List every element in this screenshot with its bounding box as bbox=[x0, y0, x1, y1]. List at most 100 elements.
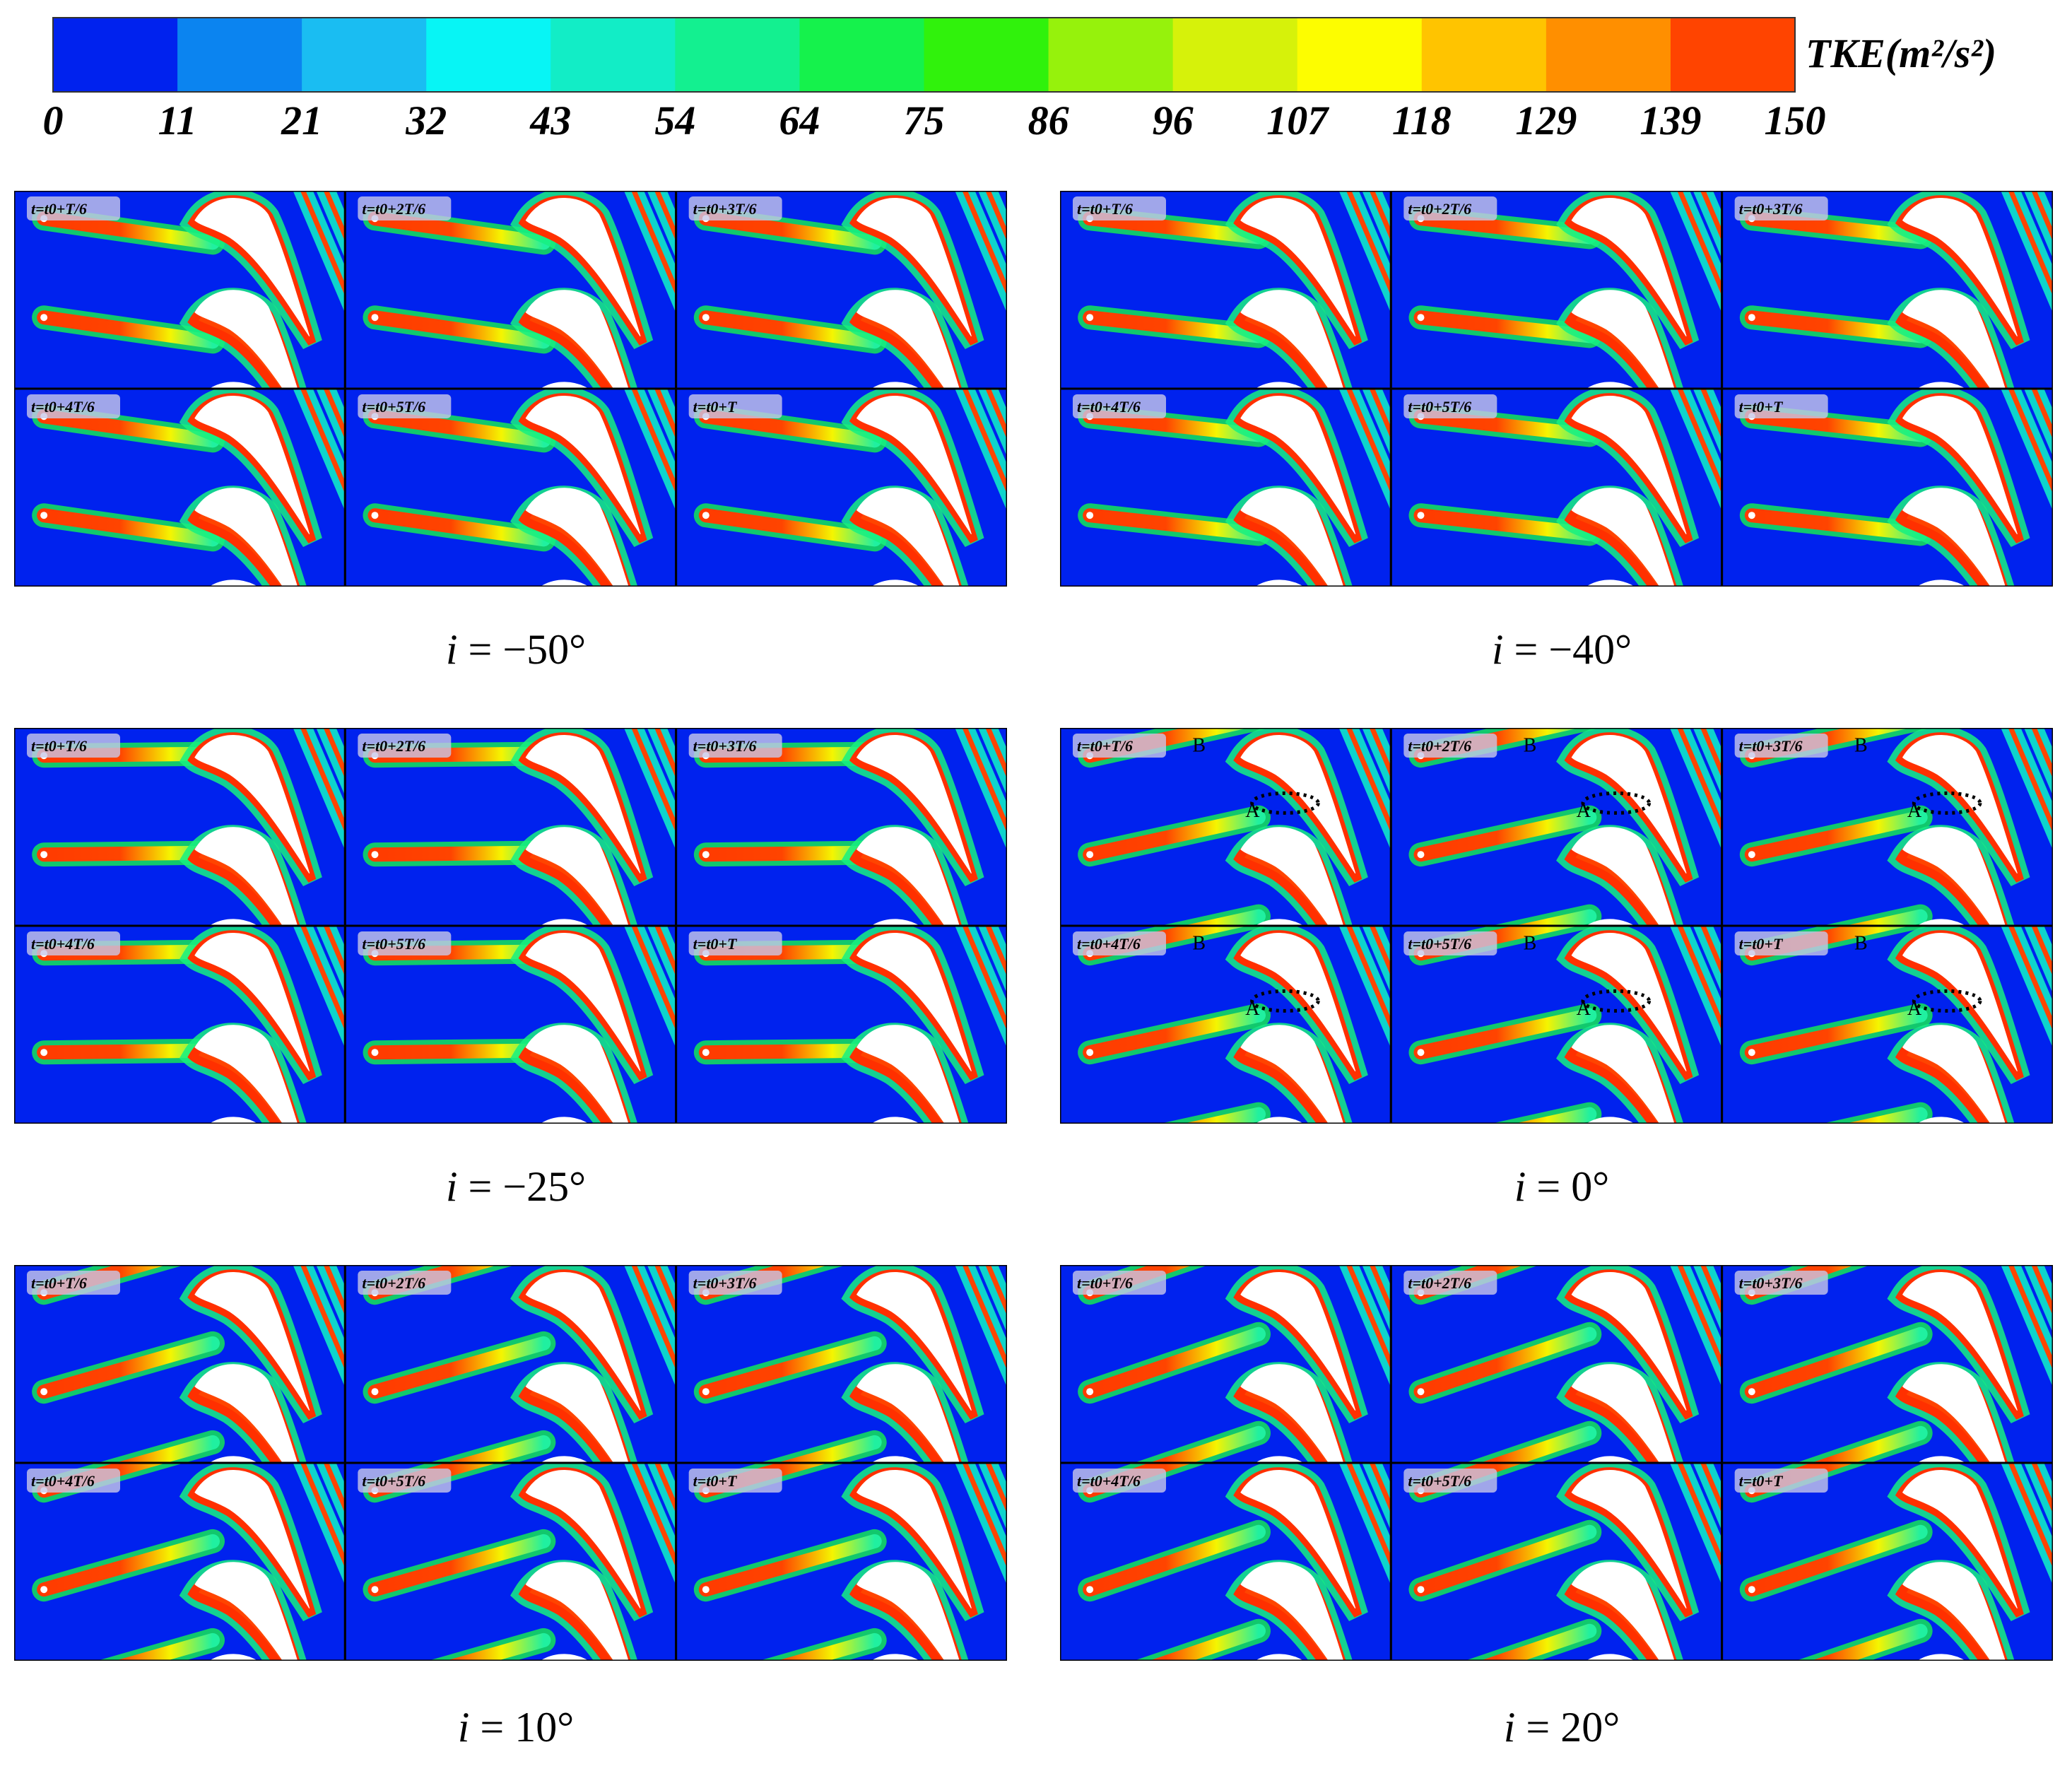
frame-label: t=t0+5T/6 bbox=[1408, 1472, 1471, 1490]
blade-profile bbox=[540, 919, 589, 926]
wake-core bbox=[1744, 1326, 1928, 1399]
blade-profile bbox=[1240, 1562, 1344, 1661]
blade-profile bbox=[1571, 1025, 1675, 1124]
caption-minus-25: i = −25° bbox=[445, 1163, 587, 1210]
frame-label-box bbox=[1403, 1271, 1497, 1295]
colorbar-tick-label: 118 bbox=[1392, 98, 1452, 141]
blade-profile bbox=[856, 198, 972, 336]
wake-origin bbox=[371, 851, 379, 859]
wake-origin bbox=[40, 851, 48, 859]
blade-profile bbox=[871, 579, 920, 587]
frame-label-box bbox=[1403, 931, 1497, 955]
frame-label: t=t0+3T/6 bbox=[693, 737, 757, 755]
blade-profile bbox=[209, 1117, 258, 1124]
colorbar-tick-label: 32 bbox=[405, 98, 447, 141]
wake-origin bbox=[40, 512, 48, 519]
blade-profile bbox=[209, 919, 258, 926]
frame-label: t=t0+4T/6 bbox=[1077, 935, 1141, 953]
wake-core bbox=[1744, 310, 1928, 343]
colorbar-swatch bbox=[1048, 18, 1174, 92]
blade-profile bbox=[194, 396, 310, 534]
wake-core bbox=[1083, 409, 1266, 442]
frame-label: t=t0+T bbox=[1739, 935, 1784, 953]
frame-label: t=t0+2T/6 bbox=[1408, 1274, 1471, 1292]
caption-minus-50: i = −50° bbox=[445, 626, 587, 673]
wake-core bbox=[1744, 810, 1928, 862]
contour-panel: t=t0+2T/6 bbox=[343, 726, 678, 927]
blade-profile bbox=[1902, 933, 2018, 1071]
blade-profile bbox=[194, 488, 298, 587]
blade-profile bbox=[1240, 735, 1356, 873]
blade-profile bbox=[1902, 1272, 2018, 1411]
frame-label-box bbox=[27, 734, 120, 758]
wake-core bbox=[1744, 1524, 1928, 1597]
blade-profile bbox=[194, 1272, 310, 1411]
blade-profile bbox=[1255, 579, 1304, 587]
wake-core bbox=[37, 211, 220, 250]
blade-profile bbox=[871, 1117, 920, 1124]
contour-panel: t=t0+5T/6 bbox=[1389, 387, 1724, 588]
colorbar-frame bbox=[52, 17, 1796, 93]
frame-label-box bbox=[27, 1271, 120, 1295]
colorbar-tick-label: 64 bbox=[779, 98, 820, 141]
blade-profile bbox=[540, 1456, 589, 1463]
wake-origin bbox=[1748, 314, 1755, 322]
wake-core bbox=[367, 1336, 551, 1399]
contour-panel: A Bt=t0+5T/6 bbox=[1389, 924, 1724, 1125]
frame-label: t=t0+4T/6 bbox=[1077, 398, 1141, 416]
wake-origin bbox=[702, 1049, 710, 1057]
contour-panel: t=t0+T bbox=[675, 924, 1008, 1125]
wake-origin bbox=[1086, 1049, 1094, 1057]
frame-label-box bbox=[1734, 196, 1828, 220]
blade-profile bbox=[1902, 396, 2018, 534]
wake-origin bbox=[702, 1388, 710, 1396]
wake-core bbox=[1811, 1623, 1928, 1661]
marker-a: A bbox=[1245, 998, 1260, 1020]
marker-a: A bbox=[1577, 800, 1591, 822]
wake-origin bbox=[1417, 512, 1425, 519]
blade-profile bbox=[525, 1364, 629, 1463]
blade-profile bbox=[856, 827, 960, 926]
blade-profile bbox=[1571, 1364, 1675, 1463]
blade-profile bbox=[540, 1117, 589, 1124]
wake-origin bbox=[40, 1586, 48, 1594]
contour-panel: t=t0+T bbox=[1721, 387, 2054, 588]
frame-label-box bbox=[1403, 196, 1497, 220]
highlight-ellipse bbox=[1581, 989, 1652, 1013]
wake-core bbox=[114, 1435, 220, 1463]
contour-panel: t=t0+2T/6 bbox=[343, 189, 678, 390]
blade-profile bbox=[856, 290, 960, 389]
wake-core bbox=[37, 409, 220, 448]
wake-core bbox=[446, 1632, 551, 1661]
colorbar-tick-label: 11 bbox=[158, 98, 197, 141]
colorbar-swatch bbox=[1172, 18, 1298, 92]
contour-panel: t=t0+5T/6 bbox=[343, 387, 678, 588]
colorbar-swatch bbox=[302, 18, 427, 92]
frame-label: t=t0+T/6 bbox=[31, 200, 87, 218]
blade-profile bbox=[856, 488, 960, 587]
frame-label-box bbox=[1073, 734, 1166, 758]
highlight-ellipse bbox=[1912, 791, 1982, 815]
frame-label-box bbox=[358, 394, 452, 418]
wake-origin bbox=[1417, 1586, 1425, 1594]
frame-label: t=t0+3T/6 bbox=[693, 1274, 757, 1292]
contour-panel: t=t0+3T/6 bbox=[675, 1264, 1008, 1464]
wake-core bbox=[1413, 211, 1597, 245]
blade-profile bbox=[1571, 735, 1687, 873]
wake-core bbox=[1744, 409, 1928, 442]
frame-label-box bbox=[1073, 1469, 1166, 1493]
wake-core bbox=[1480, 1425, 1597, 1463]
colorbar-tick-label: 129 bbox=[1515, 98, 1577, 141]
blade-profile bbox=[194, 735, 310, 873]
blade-profile bbox=[540, 1654, 589, 1661]
wake-core bbox=[37, 1534, 220, 1597]
contour-panel: t=t0+4T/6 bbox=[13, 387, 346, 588]
frame-label: t=t0+T bbox=[693, 935, 738, 953]
blade-profile bbox=[1240, 1364, 1344, 1463]
frame-label-box bbox=[27, 394, 120, 418]
blade-profile bbox=[1586, 1654, 1635, 1661]
frame-label: t=t0+T/6 bbox=[31, 1274, 87, 1292]
marker-b: B bbox=[1524, 933, 1537, 955]
blade-profile bbox=[1586, 1117, 1635, 1124]
blade-profile bbox=[209, 1456, 258, 1463]
